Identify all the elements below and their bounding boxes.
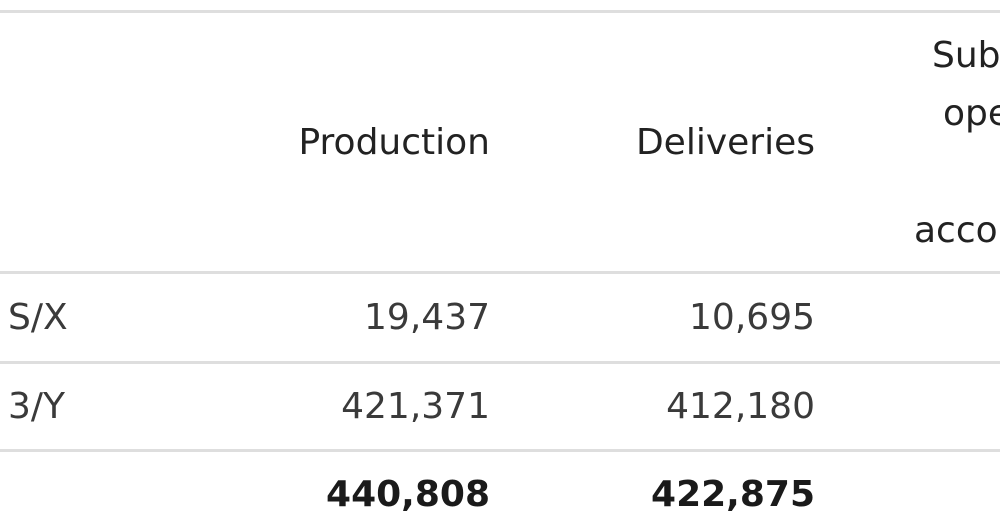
total-divider [0, 449, 1000, 452]
production-cell: 421,371 [341, 386, 490, 427]
header-third-col-line3: acco [914, 210, 998, 251]
total-production-cell: 440,808 [326, 474, 490, 515]
row-divider [0, 361, 1000, 364]
deliveries-cell: 412,180 [666, 386, 815, 427]
row-label: S/X [8, 297, 68, 338]
production-cell: 19,437 [364, 297, 490, 338]
header-divider [0, 271, 1000, 274]
total-deliveries-cell: 422,875 [651, 474, 815, 515]
table-top-border [0, 10, 1000, 13]
header-production: Production [298, 122, 490, 163]
row-label: 3/Y [8, 386, 66, 427]
header-deliveries: Deliveries [635, 122, 815, 163]
header-third-col-line1: Sub [932, 35, 1000, 76]
deliveries-cell: 10,695 [689, 297, 815, 338]
header-third-col-line2: ope [943, 93, 1000, 134]
